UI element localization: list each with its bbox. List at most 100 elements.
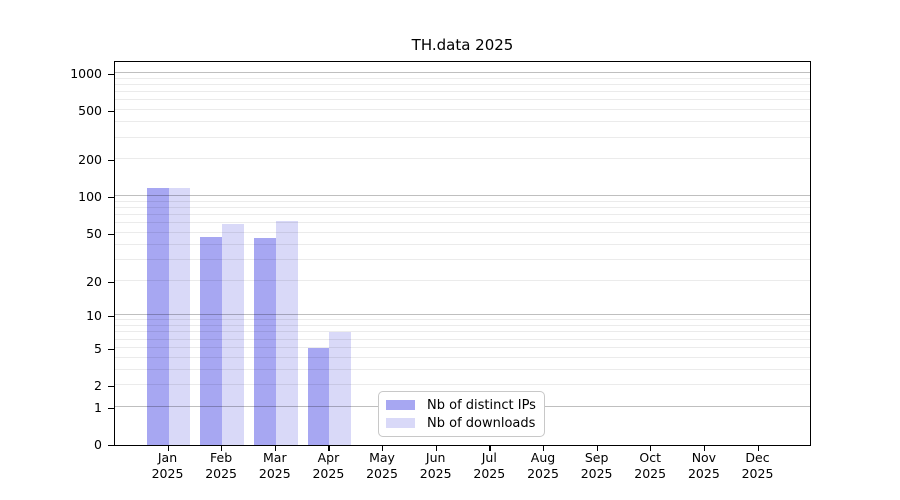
x-label-year: 2025 bbox=[634, 466, 667, 481]
y-tick-label-10: 10 bbox=[86, 307, 102, 323]
x-tick-label-jan: Jan 2025 bbox=[136, 450, 200, 482]
gridline-minor-60 bbox=[115, 222, 810, 224]
x-label-month: Apr bbox=[317, 450, 340, 465]
legend-label-distinct-ips: Nb of distinct IPs bbox=[427, 397, 536, 413]
x-tick-label-jul: Jul 2025 bbox=[457, 450, 521, 482]
x-tick-mark-sep bbox=[596, 446, 598, 451]
y-tick-mark-10 bbox=[108, 316, 114, 318]
x-tick-label-may: May 2025 bbox=[350, 450, 414, 482]
x-label-year: 2025 bbox=[258, 466, 291, 481]
x-label-month: Jun bbox=[425, 450, 446, 465]
x-label-month: Mar bbox=[263, 450, 287, 465]
x-label-month: May bbox=[369, 450, 395, 465]
x-label-year: 2025 bbox=[205, 466, 237, 481]
y-tick-mark-200 bbox=[108, 160, 114, 162]
x-label-month: Aug bbox=[530, 450, 556, 465]
x-label-month: Feb bbox=[210, 450, 233, 465]
legend-item-downloads: Nb of downloads bbox=[379, 414, 544, 432]
gridline-minor-70 bbox=[115, 214, 810, 216]
x-tick-label-sep: Sep 2025 bbox=[565, 450, 629, 482]
y-tick-label-100: 100 bbox=[78, 188, 102, 204]
gridline-minor-90 bbox=[115, 200, 810, 202]
bar-feb-downloads bbox=[222, 224, 244, 445]
x-label-year: 2025 bbox=[527, 466, 559, 481]
plot-area bbox=[114, 61, 811, 446]
y-tick-mark-2 bbox=[108, 386, 114, 388]
gridline-minor-500 bbox=[115, 109, 810, 111]
gridline-minor-400 bbox=[115, 121, 810, 123]
y-tick-mark-5 bbox=[108, 348, 114, 351]
y-tick-label-200: 200 bbox=[78, 151, 102, 167]
gridline-major-100 bbox=[115, 195, 810, 197]
x-tick-label-dec: Dec 2025 bbox=[726, 450, 790, 482]
x-tick-label-feb: Feb 2025 bbox=[189, 450, 253, 482]
legend-item-distinct-ips: Nb of distinct IPs bbox=[379, 396, 544, 414]
x-label-month: Jul bbox=[481, 450, 497, 465]
x-tick-mark-may bbox=[382, 446, 384, 451]
x-label-year: 2025 bbox=[580, 466, 613, 481]
x-tick-label-jun: Jun 2025 bbox=[404, 450, 468, 482]
x-tick-mark-apr bbox=[328, 446, 330, 451]
bar-mar-distinct-ips bbox=[254, 238, 276, 445]
gridline-major-1000 bbox=[115, 72, 810, 73]
bar-mar-downloads bbox=[275, 220, 298, 445]
bar-jan-distinct-ips bbox=[146, 188, 169, 445]
x-tick-mark-aug bbox=[543, 446, 545, 451]
x-label-month: Oct bbox=[639, 450, 661, 465]
x-tick-label-nov: Nov 2025 bbox=[672, 450, 736, 482]
y-tick-mark-0 bbox=[108, 445, 114, 447]
y-tick-mark-1 bbox=[108, 407, 114, 410]
x-tick-label-apr: Apr 2025 bbox=[296, 450, 360, 482]
y-tick-label-5: 5 bbox=[94, 340, 102, 356]
bar-feb-distinct-ips bbox=[200, 237, 223, 445]
x-tick-label-aug: Aug 2025 bbox=[511, 450, 575, 482]
y-tick-label-2: 2 bbox=[94, 377, 102, 393]
chart-title: TH.data 2025 bbox=[411, 36, 514, 54]
x-tick-mark-jul bbox=[489, 446, 491, 451]
y-tick-mark-100 bbox=[108, 197, 114, 199]
gridline-minor-700 bbox=[115, 91, 810, 93]
y-tick-label-0: 0 bbox=[94, 436, 102, 452]
x-label-year: 2025 bbox=[741, 466, 774, 481]
x-label-year: 2025 bbox=[312, 466, 345, 481]
x-label-year: 2025 bbox=[151, 466, 184, 481]
bar-apr-downloads bbox=[329, 332, 352, 445]
x-label-year: 2025 bbox=[366, 466, 398, 481]
y-tick-mark-1000 bbox=[108, 74, 114, 76]
x-label-month: Sep bbox=[584, 450, 609, 465]
x-tick-mark-jun bbox=[435, 446, 437, 451]
y-tick-label-1: 1 bbox=[94, 399, 102, 415]
legend-swatch-distinct-ips bbox=[386, 400, 415, 410]
x-tick-mark-feb bbox=[221, 446, 223, 451]
y-tick-mark-20 bbox=[108, 281, 114, 283]
x-tick-mark-nov bbox=[703, 446, 706, 451]
legend-swatch-downloads bbox=[386, 418, 415, 428]
bar-apr-distinct-ips bbox=[307, 347, 330, 445]
gridline-minor-800 bbox=[115, 84, 810, 85]
y-tick-label-50: 50 bbox=[86, 225, 102, 241]
gridline-minor-50 bbox=[115, 231, 810, 233]
y-tick-label-20: 20 bbox=[86, 273, 102, 289]
x-label-month: Dec bbox=[745, 450, 770, 465]
y-tick-label-1000: 1000 bbox=[70, 65, 102, 81]
legend: Nb of distinct IPs Nb of downloads bbox=[378, 391, 545, 437]
x-tick-mark-jan bbox=[167, 446, 169, 451]
gridline-minor-600 bbox=[115, 99, 810, 101]
y-tick-label-500: 500 bbox=[78, 102, 102, 118]
x-label-month: Nov bbox=[691, 450, 717, 465]
gridline-minor-900 bbox=[115, 77, 810, 79]
y-tick-mark-50 bbox=[108, 233, 114, 236]
x-tick-mark-mar bbox=[274, 446, 277, 451]
gridline-minor-80 bbox=[115, 207, 810, 208]
x-tick-label-oct: Oct 2025 bbox=[618, 450, 682, 482]
bar-jan-downloads bbox=[168, 187, 191, 445]
x-label-year: 2025 bbox=[419, 466, 452, 481]
x-tick-mark-oct bbox=[650, 446, 652, 451]
y-tick-mark-500 bbox=[108, 111, 114, 113]
gridline-minor-200 bbox=[115, 158, 810, 160]
x-label-month: Jan bbox=[157, 450, 178, 465]
x-label-year: 2025 bbox=[687, 466, 720, 481]
x-tick-label-mar: Mar 2025 bbox=[243, 450, 307, 482]
x-label-year: 2025 bbox=[473, 466, 506, 481]
